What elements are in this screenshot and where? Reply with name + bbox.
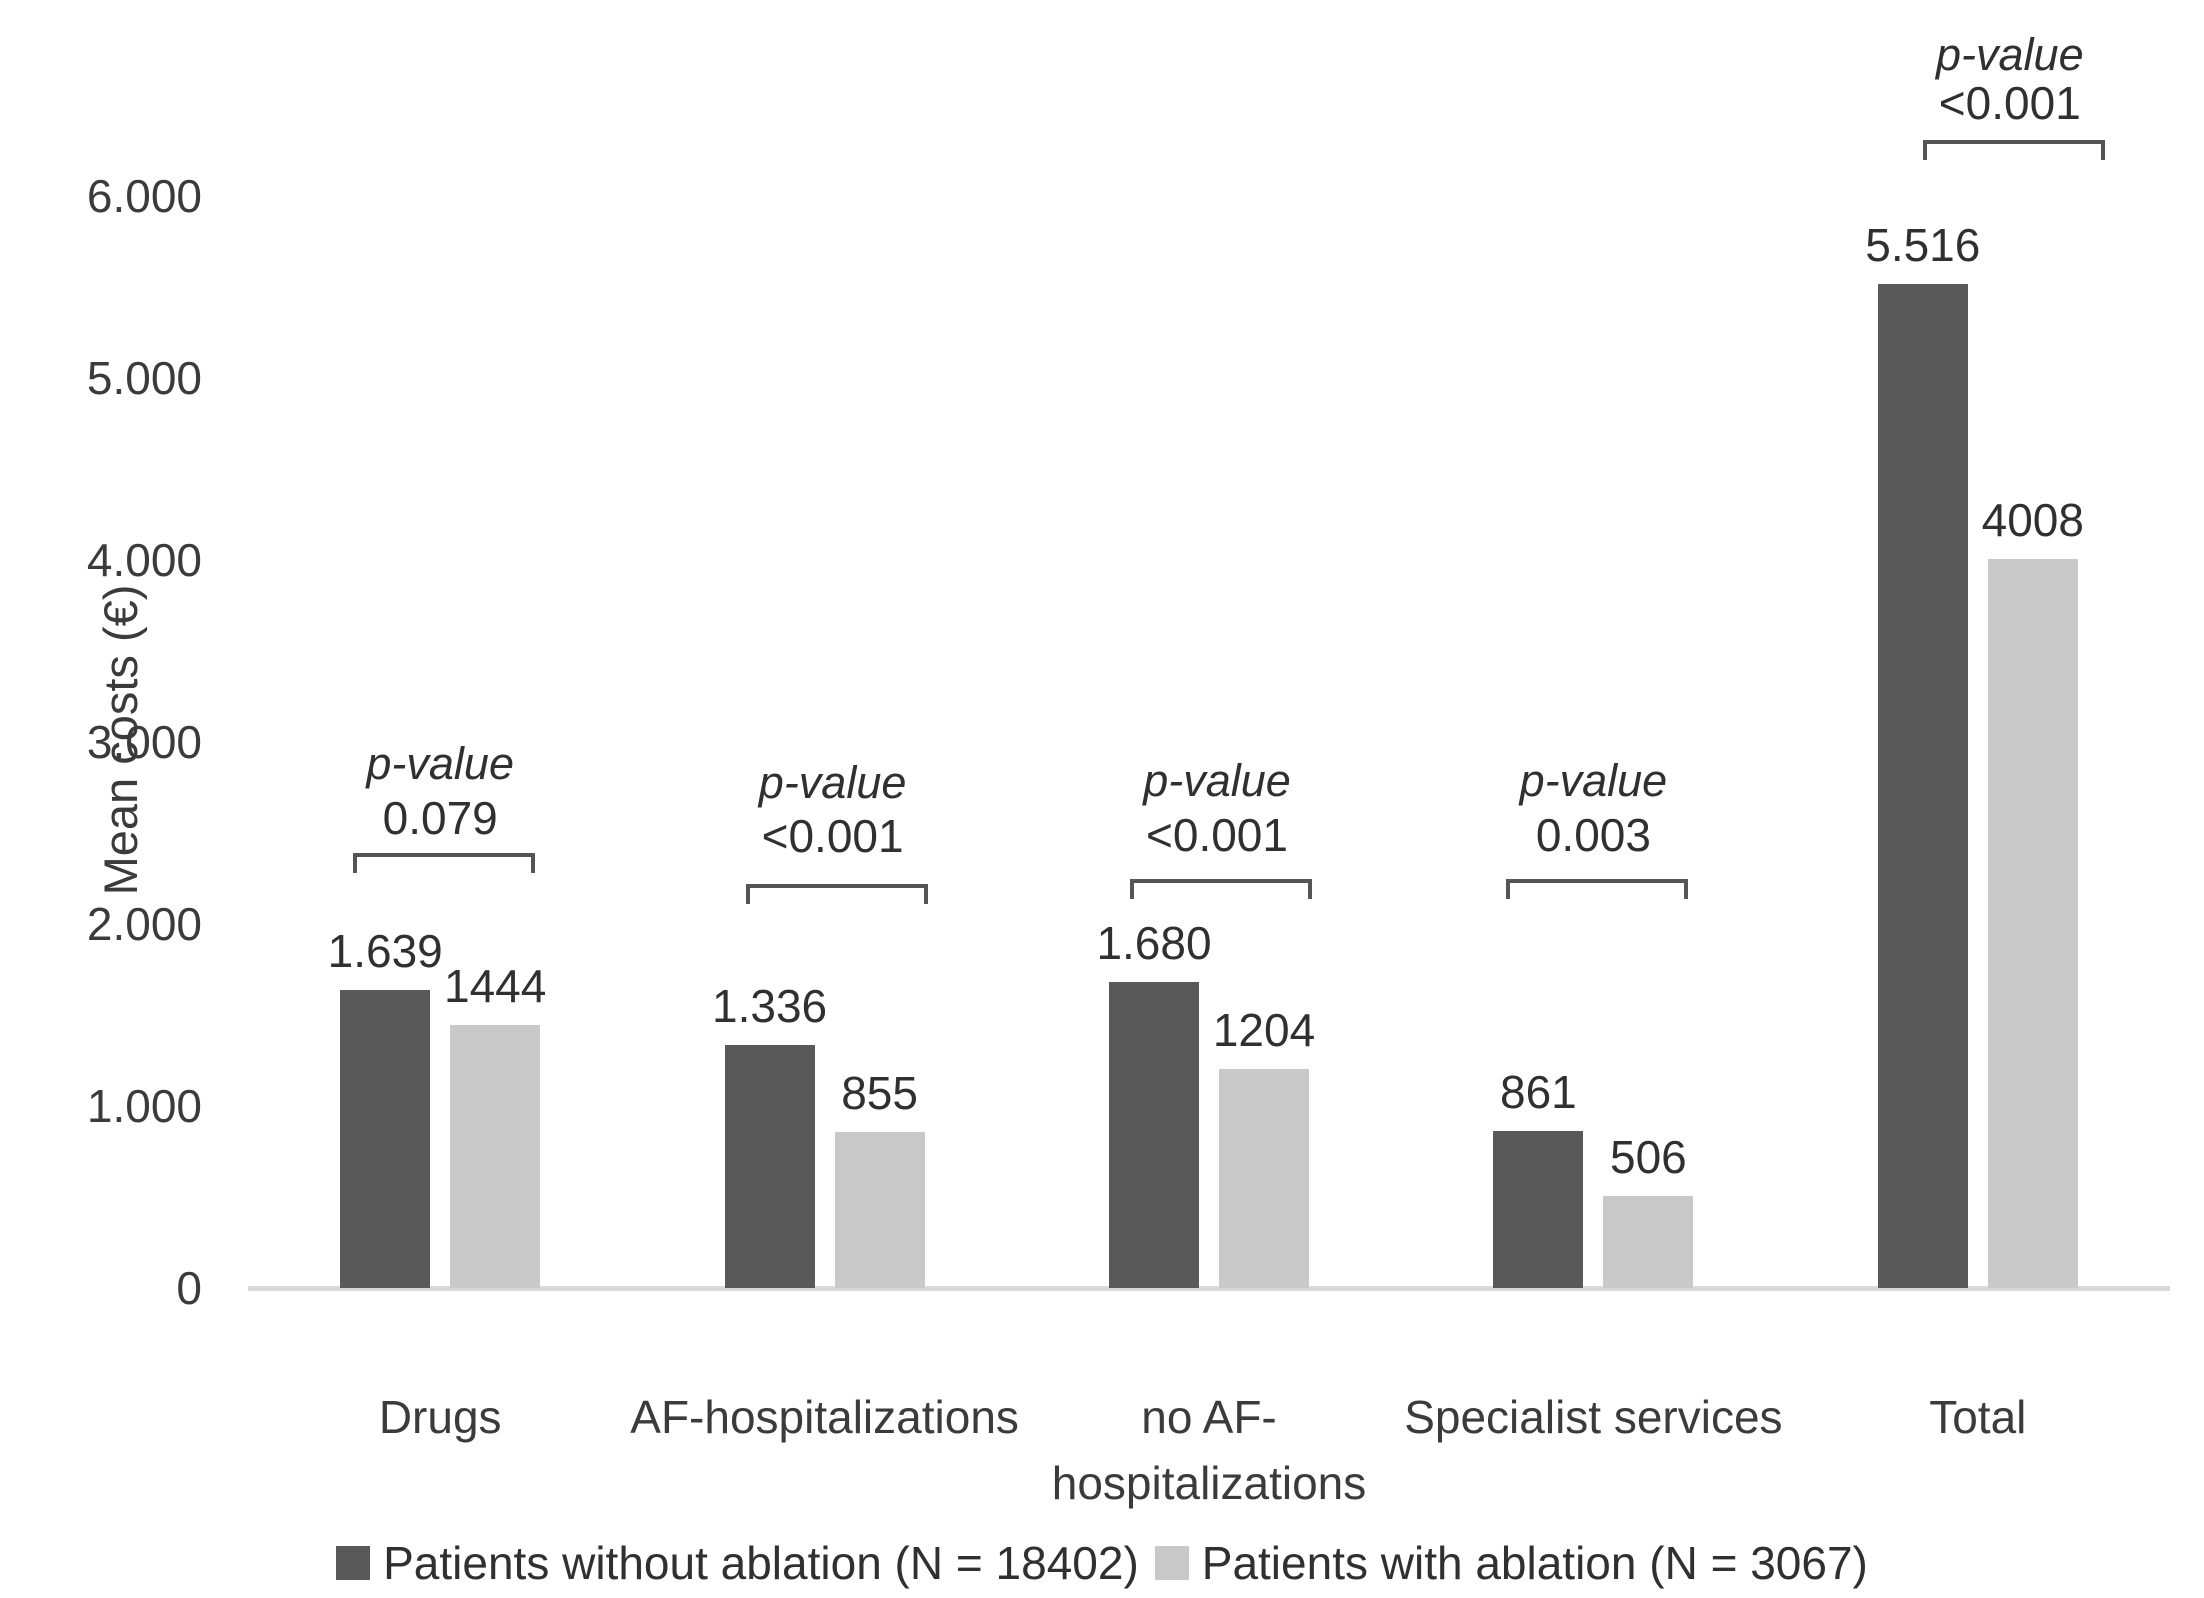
p-value-label: p-value <box>1519 755 1668 806</box>
y-axis-tick-label: 4.000 <box>86 534 202 586</box>
p-value-label: p-value <box>1143 755 1291 806</box>
category-label: AF-hospitalizations <box>630 1391 1019 1443</box>
y-axis-tick-label: 5.000 <box>86 352 202 404</box>
p-value-label: p-value <box>1936 29 2084 80</box>
bar-without-ablation <box>1493 1131 1584 1288</box>
bar-with-ablation <box>450 1025 541 1288</box>
category-label: Total <box>1929 1391 2027 1443</box>
bar-without-ablation <box>1877 284 1968 1288</box>
p-value-number: <0.001 <box>761 810 904 862</box>
bar-without-ablation <box>340 989 431 1288</box>
p-value-label: p-value <box>758 757 907 808</box>
bar-with-ablation <box>1219 1068 1309 1288</box>
legend-item: Patients without ablation (N = 18402) <box>336 1536 1139 1590</box>
bar-value-label: 1204 <box>1212 1003 1316 1056</box>
bar-value-label: 1.336 <box>712 979 828 1032</box>
legend-swatch-icon <box>336 1546 371 1580</box>
category-label: Specialist services <box>1404 1391 1783 1443</box>
p-value-bracket <box>745 884 928 904</box>
legend-item: Patients with ablation (N = 3067) <box>1154 1536 1868 1590</box>
bar-value-label: 861 <box>1500 1066 1577 1119</box>
bar-value-label: 1.680 <box>1096 917 1212 970</box>
bar-with-ablation <box>834 1132 925 1288</box>
p-value-number: 0.079 <box>382 792 498 844</box>
bar-with-ablation <box>1603 1195 1694 1288</box>
bar-without-ablation <box>724 1044 815 1288</box>
bar-value-label: 855 <box>841 1067 918 1120</box>
bar-value-label: 4008 <box>1981 493 2084 546</box>
p-value-bracket <box>1130 879 1312 899</box>
bar-value-label: 1444 <box>444 960 547 1013</box>
p-value-bracket <box>353 853 536 873</box>
p-value-number: <0.001 <box>1938 77 2081 129</box>
legend: Patients without ablation (N = 18402) Pat… <box>0 1528 2204 1598</box>
y-axis-tick-label: 0 <box>176 1262 202 1314</box>
p-value-number: 0.003 <box>1535 809 1651 861</box>
p-value-number: <0.001 <box>1146 809 1288 861</box>
y-axis-tick-label: 1.000 <box>86 1080 202 1132</box>
legend-swatch-icon <box>1154 1546 1189 1580</box>
legend-label: Patients without ablation (N = 18402) <box>383 1537 1139 1589</box>
category-label: no AF- hospitalizations <box>1051 1391 1367 1509</box>
bar-without-ablation <box>1109 982 1199 1288</box>
p-value-label: p-value <box>366 738 514 789</box>
y-axis-tick-label: 6.000 <box>86 170 202 222</box>
x-axis-line <box>248 1286 2170 1291</box>
y-axis-tick-label: 2.000 <box>86 898 202 950</box>
bar-with-ablation <box>1987 558 2078 1288</box>
p-value-bracket <box>1922 140 2105 160</box>
bar-value-label: 1.639 <box>327 924 443 977</box>
legend-label: Patients with ablation (N = 3067) <box>1201 1537 1868 1589</box>
category-label: Drugs <box>378 1391 502 1443</box>
bar-value-label: 5.516 <box>1865 219 1981 272</box>
y-axis-tick-label: 3.000 <box>86 716 202 768</box>
bar-value-label: 506 <box>1610 1130 1687 1183</box>
p-value-bracket <box>1506 879 1689 899</box>
